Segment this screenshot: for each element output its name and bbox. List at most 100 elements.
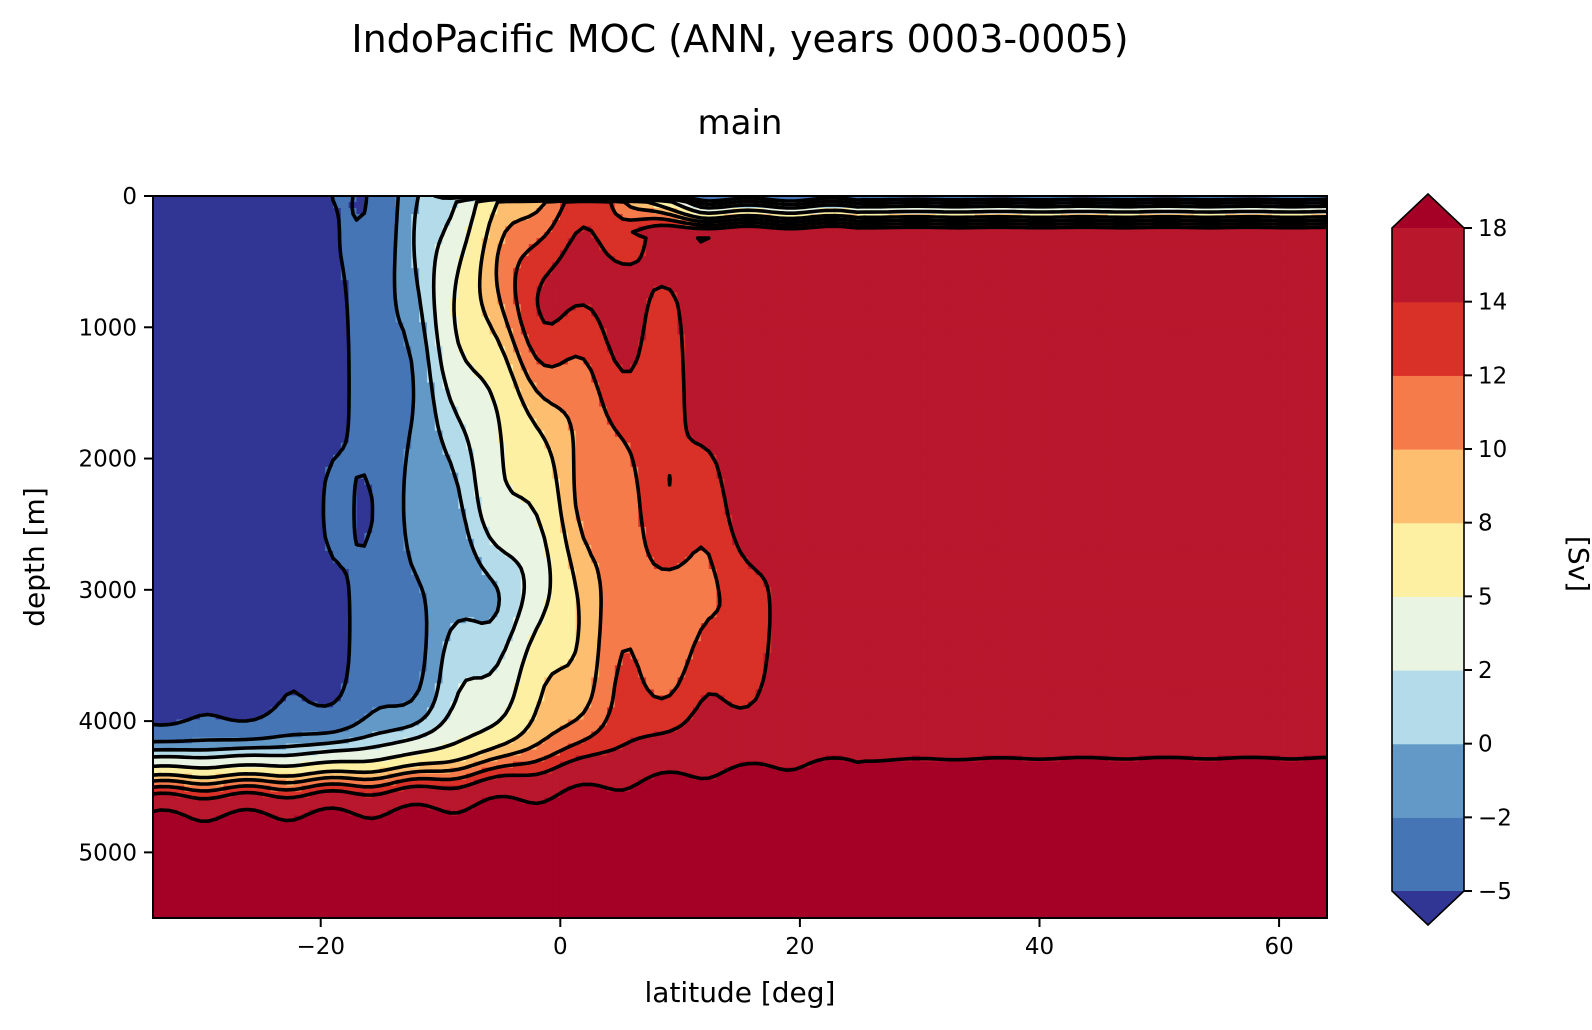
field-cell	[810, 370, 819, 378]
field-cell	[1131, 310, 1140, 318]
field-cell	[426, 286, 436, 293]
field-cell	[426, 346, 436, 354]
field-cell	[466, 352, 475, 360]
field-cell	[1256, 244, 1266, 251]
field-cell	[1131, 388, 1140, 396]
field-cell	[505, 346, 514, 354]
field-cell	[998, 382, 1007, 390]
field-cell	[1311, 226, 1320, 233]
field-cell	[536, 382, 546, 390]
field-cell	[575, 370, 585, 378]
field-cell	[1240, 334, 1250, 342]
field-cell	[873, 382, 882, 390]
field-cell	[606, 208, 616, 215]
field-cell	[920, 298, 929, 305]
field-cell	[990, 328, 999, 336]
field-cell	[262, 238, 272, 245]
field-cell	[1084, 268, 1093, 275]
field-cell	[849, 364, 859, 372]
field-cell	[434, 292, 444, 299]
field-cell	[1115, 310, 1125, 318]
field-cell	[1311, 286, 1320, 293]
field-cell	[544, 250, 553, 257]
field-cell	[904, 340, 913, 348]
field-cell	[1021, 250, 1031, 257]
field-cell	[794, 280, 804, 287]
field-cell	[1193, 286, 1203, 293]
field-cell	[677, 262, 686, 269]
field-cell	[943, 358, 953, 366]
field-cell	[708, 274, 718, 281]
field-cell	[755, 376, 765, 384]
field-cell	[309, 364, 319, 372]
field-cell	[356, 232, 366, 239]
field-cell	[810, 352, 819, 360]
field-cell	[990, 376, 999, 384]
field-cell	[426, 292, 436, 299]
field-cell	[426, 238, 436, 245]
field-cell	[1060, 250, 1070, 257]
field-cell	[1123, 310, 1133, 318]
field-cell	[505, 334, 514, 342]
field-cell	[1115, 292, 1125, 299]
field-cell	[567, 292, 577, 299]
field-cell	[466, 388, 475, 396]
field-cell	[419, 238, 428, 245]
field-cell	[207, 292, 217, 299]
field-cell	[810, 376, 819, 384]
field-cell	[176, 268, 186, 275]
field-cell	[559, 334, 569, 342]
field-cell	[348, 340, 358, 348]
field-cell	[1280, 352, 1289, 360]
field-cell	[520, 292, 530, 299]
field-cell	[810, 262, 819, 269]
field-cell	[833, 244, 843, 251]
field-cell	[1256, 232, 1266, 239]
field-cell	[880, 334, 890, 342]
field-cell	[184, 220, 193, 227]
field-cell	[403, 388, 412, 396]
field-cell	[473, 346, 483, 354]
field-cell	[732, 304, 741, 312]
field-cell	[724, 298, 733, 305]
field-cell	[293, 316, 303, 324]
field-cell	[622, 334, 632, 342]
field-cell	[1060, 316, 1070, 324]
field-cell	[669, 226, 679, 233]
field-cell	[966, 286, 976, 293]
field-cell	[379, 352, 389, 360]
field-cell	[708, 310, 718, 318]
field-cell	[826, 280, 835, 287]
field-cell	[959, 376, 968, 384]
field-cell	[403, 328, 412, 336]
field-cell	[552, 274, 561, 281]
field-cell	[865, 268, 874, 275]
field-cell	[387, 358, 397, 366]
field-cell	[614, 244, 624, 251]
field-cell	[348, 382, 358, 390]
field-cell	[528, 376, 538, 384]
field-cell	[552, 208, 561, 215]
field-cell	[356, 328, 366, 336]
field-cell	[888, 280, 898, 287]
field-cell	[473, 310, 483, 318]
field-cell	[559, 280, 569, 287]
field-cell	[638, 346, 647, 354]
field-cell	[1264, 226, 1273, 233]
field-cell	[646, 250, 655, 257]
field-cell	[1139, 376, 1148, 384]
field-cell	[270, 352, 279, 360]
field-cell	[1115, 286, 1125, 293]
field-cell	[998, 238, 1007, 245]
field-cell	[1264, 346, 1273, 354]
field-cell	[912, 280, 921, 287]
field-cell	[364, 262, 373, 269]
field-cell	[857, 304, 866, 312]
field-cell	[1248, 352, 1258, 360]
field-cell	[1146, 250, 1156, 257]
field-cell	[1154, 268, 1164, 275]
field-cell	[1115, 262, 1125, 269]
field-cell	[215, 232, 225, 239]
field-cell	[1100, 340, 1109, 348]
field-cell	[974, 244, 984, 251]
